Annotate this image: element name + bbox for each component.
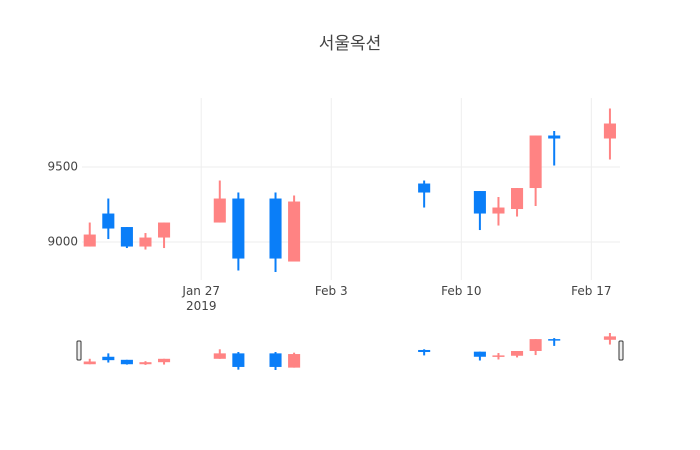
candle-body bbox=[418, 183, 431, 193]
candle-body bbox=[492, 207, 505, 214]
candle-body bbox=[548, 135, 561, 139]
candle-body bbox=[288, 354, 301, 368]
y-tick-label: 9000 bbox=[47, 235, 78, 249]
candle-body bbox=[603, 123, 616, 139]
y-tick-label: 9500 bbox=[47, 160, 78, 174]
candle-body bbox=[269, 353, 282, 367]
x-tick-label: Jan 27 2019 bbox=[181, 284, 220, 313]
candle-body bbox=[473, 351, 486, 357]
candle-body bbox=[83, 361, 96, 365]
candle-body bbox=[120, 359, 133, 365]
candle-body bbox=[139, 237, 152, 247]
candle-body bbox=[288, 201, 301, 262]
range-slider bbox=[83, 333, 616, 370]
candle-body bbox=[269, 198, 282, 259]
candle-body bbox=[139, 362, 152, 365]
candle-body bbox=[120, 227, 133, 247]
candle-body bbox=[418, 349, 431, 353]
candle-body bbox=[529, 135, 542, 189]
candle-body bbox=[511, 350, 524, 356]
candle-body bbox=[102, 356, 115, 361]
candle-body bbox=[548, 339, 561, 341]
candle-body bbox=[232, 353, 245, 367]
x-tick-label: Feb 17 bbox=[571, 284, 611, 298]
candle-body bbox=[213, 353, 226, 359]
candle-body bbox=[473, 191, 486, 214]
candle-body bbox=[529, 339, 542, 351]
x-tick-label: Feb 3 bbox=[315, 284, 348, 298]
candle-body bbox=[158, 358, 171, 363]
candle-body bbox=[232, 198, 245, 259]
x-tick-label: Feb 10 bbox=[441, 284, 481, 298]
chart-title: 서울옥션 bbox=[319, 34, 382, 54]
candle-body bbox=[83, 234, 96, 247]
candle-body bbox=[603, 336, 616, 340]
slider-handle[interactable] bbox=[76, 340, 82, 361]
candle-body bbox=[213, 198, 226, 223]
candle-body bbox=[102, 213, 115, 229]
candle-body bbox=[511, 188, 524, 210]
slider-handle[interactable] bbox=[618, 340, 624, 361]
candle-body bbox=[492, 355, 505, 357]
candle-body bbox=[158, 222, 171, 238]
